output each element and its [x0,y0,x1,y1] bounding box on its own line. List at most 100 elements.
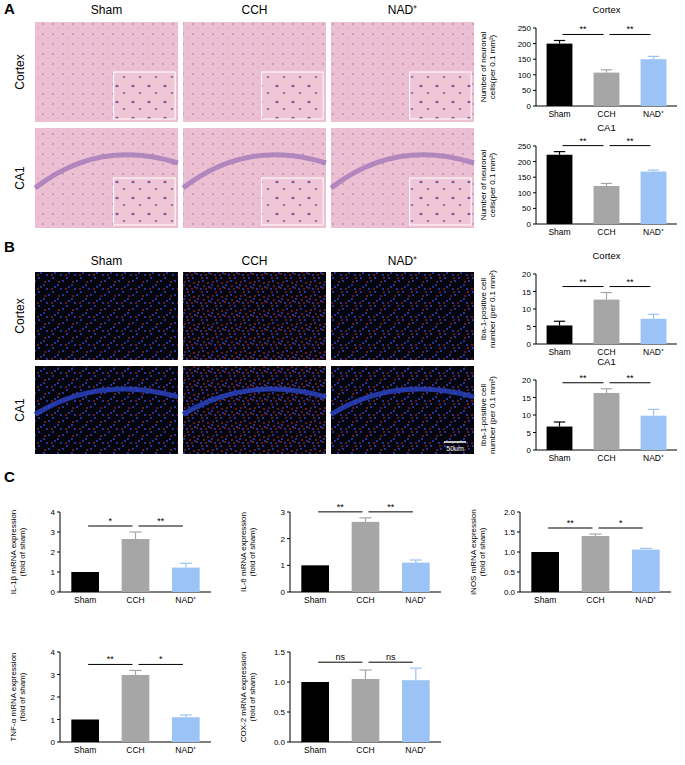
error-line [135,532,136,539]
axis-label: cells(per 0.1 mm²) [488,34,497,99]
error-line [185,563,186,567]
error-cap [648,314,659,315]
bar [352,679,380,742]
error-bar [601,389,612,393]
chart: IL-1β mRNA expression(fold of sham)01234… [9,508,211,605]
category-label: CCH [356,745,374,755]
bar [71,572,99,592]
chart: IL-6 mRNA expression(fold of sham)0123Sh… [239,502,441,605]
error-bar [554,422,565,427]
tick [533,177,536,178]
tick-label: 250 [518,142,532,151]
error-line [559,422,560,427]
tick [517,532,520,533]
tick-label: 1.0 [504,548,516,557]
category-label: CCH [126,595,144,605]
column-header: Sham [91,254,122,268]
tick [57,719,60,720]
chart: CortexIba-1-positive cellnumber (per 0.1… [479,250,677,357]
tick [533,146,536,147]
error-line [653,409,654,415]
error-bar [554,152,565,155]
axis-label: Iba-1-positive cell [479,278,488,340]
tick [517,592,520,593]
bar [641,172,667,224]
hippocampus-band [35,389,178,414]
marks [301,518,429,592]
axis-label: (fold of sham) [18,527,27,576]
bar [547,155,573,224]
tick [57,592,60,593]
panel-label: A [4,0,15,17]
axis-label: number (per 0.1 mm²) [488,376,497,454]
bar [641,416,667,450]
error-bar [648,314,659,319]
tick-label: 100 [518,189,532,198]
axis-label: (fold of sham) [478,527,487,576]
chart: TNF-α mRNA expression(fold of sham)01234… [9,648,211,755]
marks [71,532,199,592]
tick [533,59,536,60]
significance-label: ** [579,24,587,34]
category-label: CCH [597,453,615,463]
bar [594,186,620,224]
axis-label: cells(per 0.1 mm²) [488,152,497,217]
micrograph [331,272,474,360]
error-cap [554,40,565,41]
error-bar [129,532,141,539]
error-bar [129,670,141,675]
panel-label: B [4,238,15,255]
error-bar [180,715,192,717]
tick-label: 1 [281,561,286,570]
y-axis [536,146,537,224]
tick [533,397,536,398]
significance-label: ** [626,136,634,146]
tick [57,697,60,698]
axis-label: iNOS mRNA expression [469,509,478,594]
category-label: NAD⁺ [175,745,196,755]
category-label: CCH [597,109,615,119]
tick-label: 5 [527,323,532,332]
tick-label: 150 [518,55,532,64]
tick-label: 0 [527,102,532,111]
bar [402,680,430,742]
error-cap [410,668,422,669]
axis-label: TNF-α mRNA expression [9,652,18,741]
tick [57,532,60,533]
tick-label: 0.0 [274,738,286,747]
error-cap [554,151,565,152]
category-label: NAD⁺ [643,227,664,237]
error-bar [648,56,659,59]
significance-label: ** [387,502,395,512]
bar [641,319,667,344]
error-cap [359,669,371,670]
tick-label: 3 [281,508,286,517]
column-header: CCH [242,254,268,268]
error-cap [180,563,192,564]
tick [517,512,520,513]
significance-label: ** [579,373,587,383]
tick [533,161,536,162]
axis-label: IL-6 mRNA expression [239,512,248,592]
error-cap [648,409,659,410]
y-axis [536,28,537,106]
bar [582,536,610,592]
category-label: Sham [548,227,570,237]
bar [172,568,200,592]
axis-label: COX-2 mRNA expression [239,652,248,743]
row-label: Cortex [13,298,27,333]
row-label: CA1 [13,166,27,190]
error-cap [359,517,371,518]
bar [122,675,150,742]
tick-label: 250 [518,24,532,33]
hippocampus-band [331,389,474,414]
tick-label: 50 [522,204,531,213]
inset [262,178,323,225]
significance-label: ** [567,518,575,528]
tick-label: 2 [281,535,286,544]
significance-label: ** [626,24,634,34]
significance-label: ** [626,277,634,287]
category-label: Sham [548,347,570,357]
axis-label: (fold of sham) [18,672,27,721]
tick [533,326,536,327]
